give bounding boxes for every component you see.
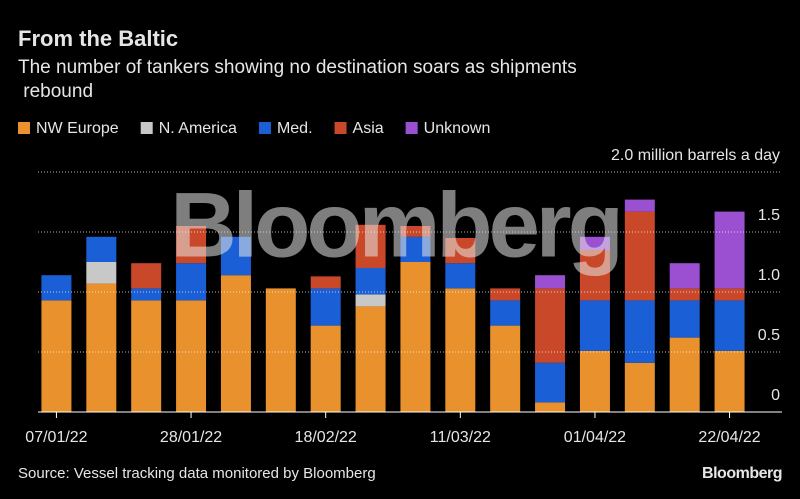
- legend-swatch: [334, 122, 347, 134]
- bar-segment: [490, 300, 521, 326]
- x-tick-label: 07/01/22: [25, 429, 87, 446]
- legend-label: Med.: [277, 120, 313, 137]
- bar-segment: [400, 262, 431, 412]
- bar-segment: [490, 325, 521, 412]
- bar-segment: [624, 362, 655, 412]
- y-tick-label: 0.5: [758, 327, 780, 344]
- x-tick-label: 18/02/22: [295, 429, 357, 446]
- bar-segment: [355, 306, 386, 412]
- source: Source: Vessel tracking data monitored b…: [18, 465, 376, 482]
- bar-segment: [131, 263, 162, 289]
- bar-segment: [669, 300, 700, 338]
- legend-swatch: [258, 122, 271, 134]
- y-tick-label: 1.0: [758, 267, 780, 284]
- bar-segment: [669, 263, 700, 289]
- bar-segment: [355, 268, 386, 295]
- x-tick-label: 11/03/22: [430, 429, 491, 446]
- bar-segment: [131, 288, 162, 301]
- brand-logo: Bloomberg: [702, 465, 782, 482]
- bar-segment: [579, 236, 610, 250]
- bar-segment: [310, 276, 341, 289]
- bar-segment: [579, 350, 610, 412]
- bar-segment: [265, 288, 296, 412]
- bar-segment: [714, 288, 745, 301]
- watermark: Bloomberg: [170, 174, 620, 276]
- bars: [41, 199, 745, 412]
- bar-segment: [86, 283, 117, 412]
- y-tick-label: 2.0 million barrels a day: [611, 147, 780, 164]
- legend-label: N. America: [159, 120, 237, 137]
- bar-segment: [535, 362, 566, 403]
- bar-segment: [535, 288, 566, 363]
- bar-segment: [445, 238, 476, 264]
- bar-segment: [535, 275, 566, 289]
- bar-segment: [41, 300, 72, 412]
- bar-segment: [220, 236, 251, 276]
- bar-segment: [579, 300, 610, 351]
- x-tick-label: 28/01/22: [160, 429, 222, 446]
- bar-segment: [220, 275, 251, 412]
- bar-segment: [624, 211, 655, 301]
- bar-segment: [176, 263, 207, 301]
- bar-segment: [400, 236, 431, 262]
- bar-segment: [41, 275, 72, 301]
- legend-label: Asia: [353, 120, 384, 137]
- bar-segment: [310, 288, 341, 326]
- x-tick-label: 22/04/22: [698, 429, 760, 446]
- bar-segment: [490, 288, 521, 301]
- bar-segment: [714, 350, 745, 412]
- chart-subtitle: The number of tankers showing no destina…: [18, 57, 577, 102]
- bar-segment: [535, 402, 566, 412]
- bar-segment: [310, 325, 341, 412]
- legend-label: Unknown: [424, 120, 491, 137]
- legend-swatch: [140, 122, 153, 134]
- legend-swatch: [18, 122, 30, 134]
- bar-segment: [624, 300, 655, 363]
- bar-segment: [445, 263, 476, 289]
- bar-segment: [669, 337, 700, 412]
- bar-segment: [714, 211, 745, 289]
- bar-segment: [355, 294, 386, 307]
- bar-segment: [86, 262, 117, 284]
- bar-segment: [714, 300, 745, 351]
- bar-segment: [131, 300, 162, 412]
- bar-segment: [624, 199, 655, 212]
- bar-segment: [400, 226, 431, 237]
- bar-segment: [669, 288, 700, 301]
- bar-segment: [445, 288, 476, 412]
- bar-segment: [86, 236, 117, 262]
- legend-label: NW Europe: [36, 120, 119, 137]
- x-tick-label: 01/04/22: [564, 429, 626, 446]
- legend-swatch: [405, 122, 418, 134]
- y-tick-label: 0: [771, 387, 780, 404]
- bar-segment: [176, 300, 207, 412]
- chart-title: From the Baltic: [18, 26, 178, 51]
- y-tick-label: 1.5: [758, 207, 780, 224]
